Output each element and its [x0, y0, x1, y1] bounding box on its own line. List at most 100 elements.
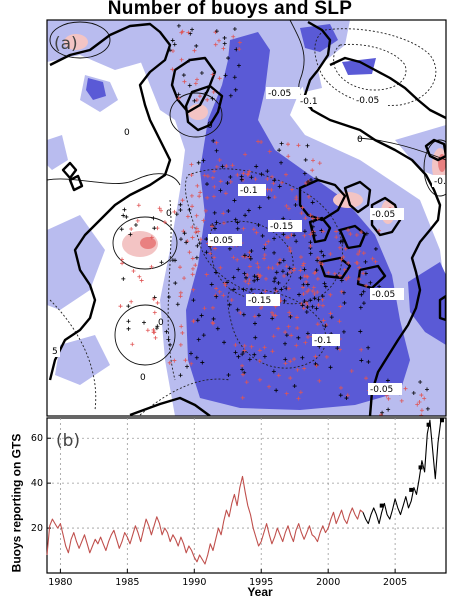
buoy-marker: [315, 322, 320, 327]
buoy-marker: [425, 406, 430, 411]
buoy-marker: [317, 378, 322, 383]
buoy-marker: [145, 328, 150, 333]
buoy-marker: [195, 77, 199, 82]
buoy-marker: [167, 360, 172, 365]
buoy-marker: [285, 272, 290, 277]
buoy-marker: [297, 292, 302, 297]
buoy-marker: [256, 222, 261, 227]
contour-label: -0.05: [372, 210, 395, 220]
buoy-marker: [178, 290, 183, 295]
buoy-marker: [411, 390, 416, 395]
buoy-marker: [192, 98, 197, 103]
contour-label-box: [50, 345, 60, 357]
buoy-marker: [166, 337, 171, 342]
buoy-marker: [197, 241, 202, 246]
buoy-marker: [287, 266, 292, 271]
buoy-marker: [339, 257, 344, 262]
buoy-marker: [313, 233, 318, 238]
buoy-marker: [199, 313, 204, 318]
buoy-marker: [214, 148, 219, 153]
buoy-marker: [199, 70, 204, 75]
buoy-marker: [212, 210, 217, 215]
buoy-marker: [225, 181, 230, 186]
buoy-marker: [288, 314, 293, 319]
contour-label-box: [208, 234, 242, 246]
buoy-marker: [332, 271, 337, 276]
buoy-marker: [346, 260, 351, 265]
buoy-marker: [249, 287, 254, 292]
contour-label: -0.15: [248, 296, 271, 306]
buoy-marker: [284, 203, 289, 208]
buoy-marker: [168, 48, 173, 53]
buoy-marker: [291, 268, 296, 273]
buoy-marker: [311, 230, 316, 235]
contour-labels: -0.05-0.1 -0.050-0.1-0.15-0.05-0.05-0.15-…: [50, 87, 446, 395]
buoy-marker: [300, 205, 305, 210]
buoy-marker: [344, 396, 349, 401]
buoy-marker: [235, 226, 240, 231]
chart-ticks: 1980 1985 1990 1995 2000 2005 20 40 60: [31, 433, 407, 588]
contour-label: -0.05: [210, 236, 233, 246]
buoy-marker: [270, 316, 275, 321]
buoy-marker: [252, 352, 257, 357]
buoy-marker: [214, 164, 219, 169]
buoy-marker: [175, 302, 180, 307]
buoy-marker: [224, 164, 229, 169]
buoy-marker: [243, 152, 248, 157]
buoy-marker: [228, 93, 233, 98]
buoy-marker: [256, 313, 261, 318]
contour-label-box: [370, 288, 404, 300]
buoy-marker: [310, 289, 315, 294]
buoy-marker: [271, 181, 276, 186]
buoy-marker: [311, 219, 316, 224]
buoy-marker: [308, 213, 313, 218]
buoy-marker: [253, 177, 258, 182]
x-axis-label: Year: [247, 585, 273, 599]
buoy-marker: [172, 209, 177, 214]
buoy-marker: [205, 174, 210, 179]
buoy-marker: [203, 208, 208, 213]
contour-label: -0.05: [268, 89, 291, 99]
buoy-marker: [176, 92, 181, 97]
buoy-marker: [253, 335, 258, 340]
buoy-marker: [317, 161, 322, 166]
buoy-marker: [256, 272, 261, 277]
contour-label: -0.1: [300, 97, 318, 107]
buoy-marker: [289, 333, 294, 338]
map-frame: [46, 19, 447, 417]
buoy-marker: [301, 292, 306, 297]
buoy-marker: [328, 292, 333, 297]
buoy-marker: [187, 250, 192, 255]
buoy-marker: [385, 378, 390, 383]
buoy-marker: [201, 218, 206, 223]
buoy-marker: [328, 311, 333, 316]
buoy-marker: [315, 256, 320, 261]
buoy-marker: [295, 315, 300, 320]
buoy-marker: [337, 245, 342, 250]
buoy-marker: [270, 174, 275, 179]
data-marker: [439, 418, 444, 423]
buoy-marker: [263, 276, 268, 281]
buoy-marker: [364, 376, 369, 381]
buoy-marker: [344, 277, 349, 282]
buoy-marker: [139, 278, 144, 283]
contour-label-box: [268, 220, 302, 232]
buoy-marker: [359, 358, 364, 363]
buoy-marker: [342, 267, 347, 272]
buoy-marker: [193, 230, 198, 235]
buoy-marker: [302, 171, 307, 176]
buoy-marker: [151, 216, 156, 221]
buoy-marker: [236, 354, 241, 359]
contour-label-box: [354, 94, 388, 106]
buoy-marker: [244, 380, 249, 385]
buoy-marker: [346, 228, 351, 233]
buoy-marker: [189, 193, 194, 198]
buoy-marker: [316, 297, 321, 302]
buoy-marker: [337, 347, 342, 352]
buoy-marker: [292, 266, 297, 271]
buoy-marker: [292, 233, 297, 238]
buoy-marker: [210, 320, 215, 325]
buoy-marker: [240, 367, 245, 372]
y-axis-label-wrap: Buoys reporting on GTS: [8, 418, 24, 588]
buoy-marker: [182, 231, 187, 236]
